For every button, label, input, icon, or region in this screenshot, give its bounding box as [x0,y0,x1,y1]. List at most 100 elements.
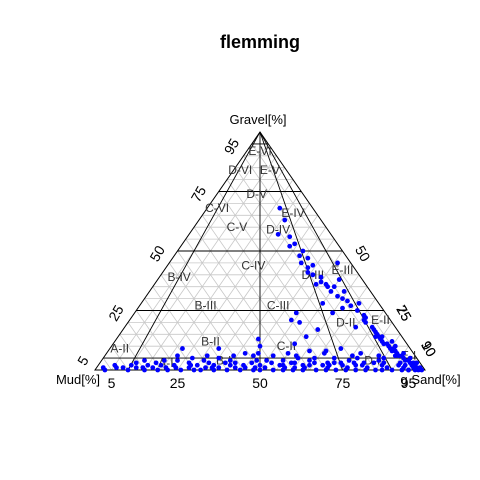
region-label: C-III [267,299,290,313]
tick-label-mud: 95 [401,375,417,391]
tick-label-mud: 25 [170,375,186,391]
data-point [280,358,286,363]
grid-line-mud [234,167,376,371]
data-point [305,255,311,261]
data-point [341,289,347,294]
data-point [293,353,299,359]
data-point [232,365,238,371]
data-point [175,358,180,363]
data-point [173,365,179,371]
region-label: C-VI [205,201,229,215]
data-point [381,341,387,347]
region-label: E-VI [248,144,271,158]
grid-line-sand [111,143,269,371]
data-point [257,362,263,368]
data-point [188,362,194,368]
data-point [287,243,293,249]
data-point [297,253,302,259]
data-point [145,362,151,368]
data-point [189,355,195,361]
region-label: B-II [201,334,220,348]
data-point [133,365,139,371]
data-point [323,367,329,373]
data-point [340,362,345,368]
data-point [326,362,332,368]
data-point [165,367,171,373]
data-point [242,365,248,371]
tick-label-mud: 50 [252,375,268,391]
grid-line-mud [102,357,112,371]
region-label: D-II [336,315,355,329]
data-point [249,360,255,366]
grid-line-mud [218,191,343,371]
region-label: D-IV [266,223,290,237]
region-labels: E-VIE-VE-IVE-IIIE-IIE-ID-VID-VD-IVD-IIID… [110,144,416,370]
data-point [287,234,293,240]
data-point [227,362,233,368]
data-point [142,367,147,373]
region-label: A-II [110,342,129,356]
grid-line-mud [152,286,211,371]
region-label: C-IV [241,258,265,272]
data-point [178,367,184,373]
data-point [371,327,377,332]
data-point [407,355,413,361]
data-point [356,300,362,306]
data-point [354,308,360,313]
data-point [257,343,263,349]
axis-label-sand-prefix: g [400,372,407,387]
tick-label-gravel: 95 [221,135,243,157]
data-point [300,367,306,373]
data-point [340,296,345,301]
data-point [270,353,276,359]
data-point [198,367,204,373]
data-point [384,365,390,371]
data-point [333,367,339,373]
data-point [354,355,360,361]
data-point [194,362,200,368]
region-label: D-V [246,187,267,201]
data-point [313,367,319,373]
data-point [381,355,387,361]
grid-line-sand [309,286,368,371]
boundary-ratio [127,131,261,371]
data-point [310,262,316,268]
data-point [242,350,248,356]
data-point [125,367,131,373]
data-point [312,360,317,366]
data-point [325,284,331,290]
grid-line-sand [243,238,335,371]
data-point [343,367,349,373]
tick-label-gravel: 5 [74,353,92,368]
grid-line-sand [144,167,286,371]
data-point [303,334,309,340]
data-point [320,300,326,306]
axis-label-gravel: Gravel[%] [229,112,286,127]
tick-label-mud: 75 [335,375,351,391]
tick-label-sand: 90 [418,338,440,360]
data-point [298,260,304,266]
grid-line-mud [185,238,277,371]
data-point [227,358,233,363]
data-point [363,367,368,373]
region-label: B-III [195,299,217,313]
tick-label-sand: 75 [393,302,415,324]
data-point [376,358,382,363]
data-point [142,358,147,363]
data-point [331,284,337,290]
data-point [414,360,420,366]
data-point [336,277,342,282]
data-point [307,362,312,368]
data-point [392,353,398,359]
data-point [231,353,237,359]
data-point [297,320,302,325]
data-point [204,353,210,359]
boundary-ratio [259,131,393,371]
data-point [191,367,197,373]
grid-line-mud [251,143,409,371]
data-point [285,350,291,356]
data-point [318,279,324,285]
data-point [155,367,161,373]
data-point [401,350,406,356]
